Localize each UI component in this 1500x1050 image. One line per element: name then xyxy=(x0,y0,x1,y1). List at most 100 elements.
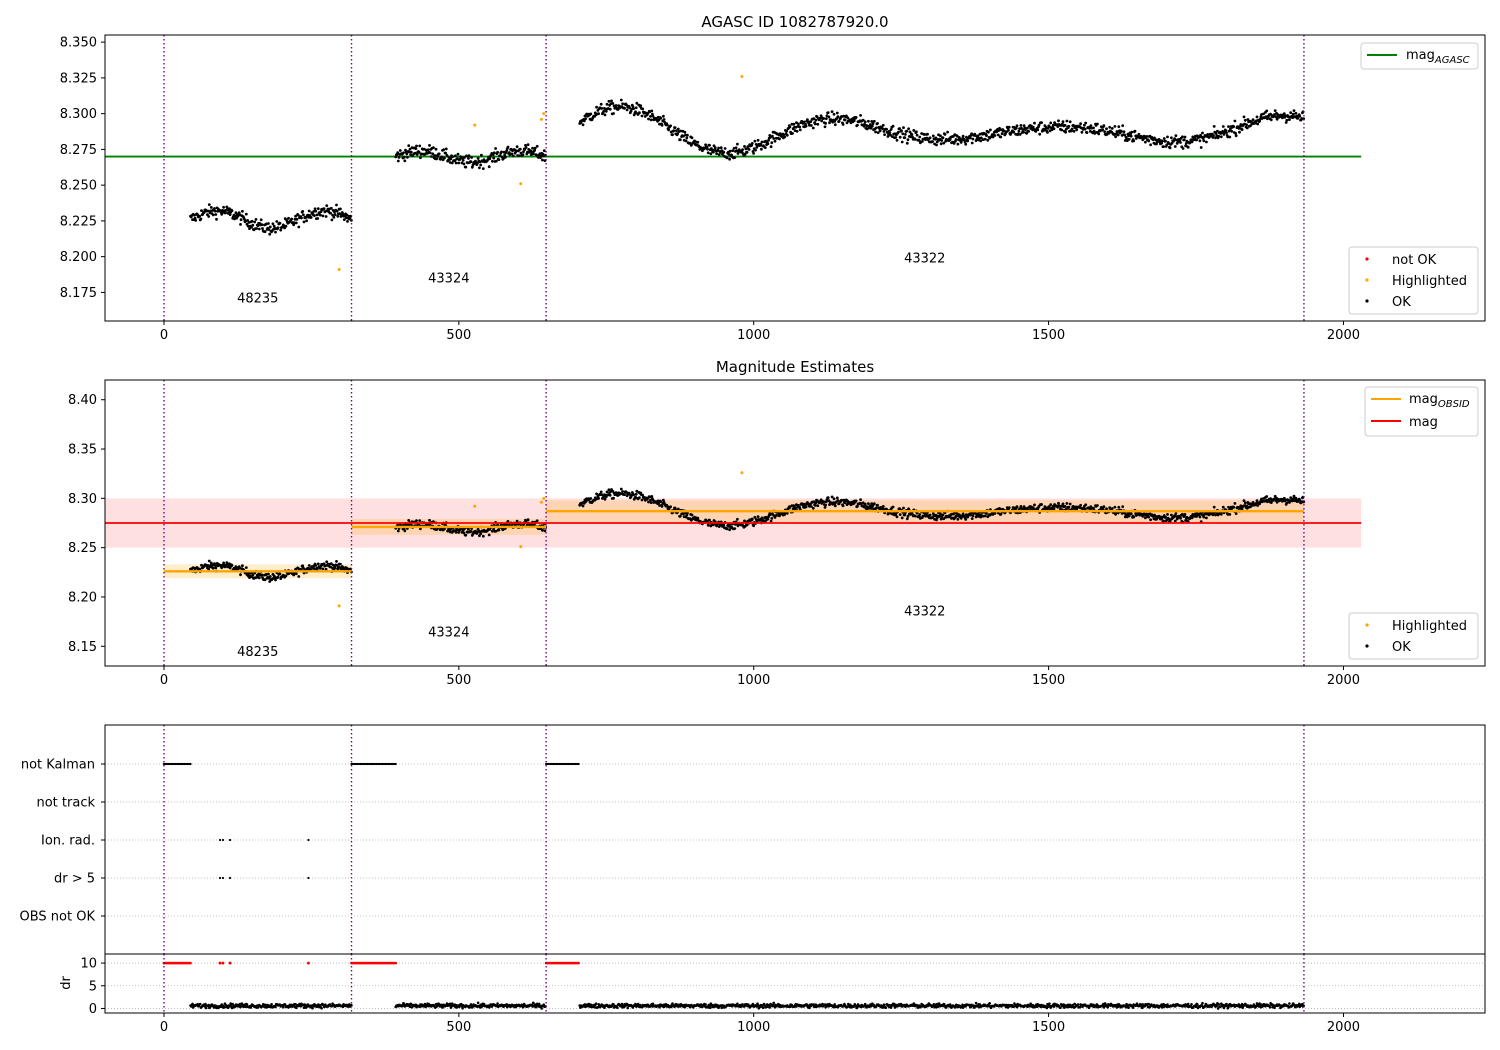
ok-point xyxy=(734,146,738,150)
ok-point xyxy=(836,499,840,502)
ok-point xyxy=(1288,118,1291,121)
ok-point xyxy=(300,216,303,220)
ok-point xyxy=(1000,132,1004,136)
ok-point xyxy=(612,496,615,500)
ok-point xyxy=(809,124,813,127)
ok-point xyxy=(792,122,796,126)
ok-point xyxy=(494,159,498,163)
legend-ok-label: OK xyxy=(1392,640,1411,655)
ok-point xyxy=(920,140,924,143)
ok-point xyxy=(766,517,770,521)
ok-point xyxy=(1246,118,1250,121)
x-tick-label: 0 xyxy=(160,673,168,688)
ok-point xyxy=(407,144,411,148)
ok-point xyxy=(824,122,827,125)
ok-point xyxy=(605,102,609,106)
ok-point xyxy=(1243,118,1247,122)
ok-point xyxy=(284,574,288,578)
ok-point xyxy=(292,221,296,225)
ok-point xyxy=(859,114,862,117)
ok-point xyxy=(1102,124,1106,128)
dr-point xyxy=(461,1007,464,1010)
ok-point xyxy=(444,151,448,155)
x-tick-label: 1500 xyxy=(1032,328,1065,343)
ok-point xyxy=(497,158,501,162)
ok-point xyxy=(1170,513,1173,517)
ok-point xyxy=(1185,139,1189,143)
ok-point xyxy=(1123,133,1127,137)
ok-point xyxy=(641,107,645,111)
dr-point xyxy=(936,1005,940,1008)
dr-point xyxy=(620,1002,624,1006)
ok-point xyxy=(1145,512,1149,516)
ok-point xyxy=(428,518,431,522)
dr-point xyxy=(244,1005,247,1009)
dr-point xyxy=(671,1002,674,1005)
ok-point xyxy=(989,128,992,132)
ok-point xyxy=(846,116,850,120)
ok-point xyxy=(836,115,840,119)
dr-point xyxy=(768,1006,772,1009)
ok-point xyxy=(712,150,715,154)
ok-point xyxy=(985,512,988,515)
ok-point xyxy=(723,147,727,150)
ok-point xyxy=(1079,122,1082,126)
ok-point xyxy=(913,514,917,518)
highlighted-point xyxy=(542,112,546,116)
ok-point xyxy=(1057,501,1060,505)
ok-point xyxy=(1164,515,1167,519)
ok-point xyxy=(211,566,215,570)
ok-point xyxy=(970,141,974,145)
ok-point xyxy=(685,136,689,140)
ok-point xyxy=(305,219,308,223)
ok-point xyxy=(906,138,910,142)
ok-point xyxy=(476,157,480,160)
ok-point xyxy=(476,161,479,165)
ok-point xyxy=(928,136,932,140)
ok-point xyxy=(581,123,585,127)
ok-point xyxy=(832,112,836,116)
ok-point xyxy=(213,207,216,210)
dr-point xyxy=(1071,1003,1075,1007)
ok-point xyxy=(1273,109,1277,112)
ok-point xyxy=(1132,139,1136,143)
ok-point xyxy=(442,148,446,152)
ok-point xyxy=(819,114,823,118)
ok-point xyxy=(660,123,664,127)
ok-point xyxy=(510,152,514,156)
ok-point xyxy=(854,499,858,503)
x-tick-label: 0 xyxy=(160,328,168,343)
ok-point xyxy=(1117,125,1121,129)
ok-point xyxy=(1162,137,1166,140)
ok-point xyxy=(640,498,644,502)
ok-point xyxy=(812,117,816,121)
ok-point xyxy=(1105,507,1108,511)
ok-point xyxy=(461,158,465,162)
ok-point xyxy=(297,575,301,578)
ok-point xyxy=(494,147,497,150)
ok-point xyxy=(649,118,653,122)
panel-2-frame xyxy=(104,379,1486,667)
ok-point xyxy=(1166,135,1169,139)
ok-point xyxy=(1251,501,1255,504)
ok-point xyxy=(766,142,770,146)
ok-point xyxy=(863,502,867,506)
ok-point xyxy=(824,503,827,507)
ok-point xyxy=(900,140,904,144)
ok-point xyxy=(322,207,326,211)
ok-point xyxy=(1007,506,1011,510)
ok-point xyxy=(419,156,422,160)
ok-point xyxy=(263,578,267,582)
y-tick-label: 8.175 xyxy=(60,286,97,301)
ok-point xyxy=(396,159,400,163)
ok-point xyxy=(650,109,654,113)
ok-point xyxy=(230,209,234,213)
ok-point xyxy=(1285,501,1289,505)
dr-point xyxy=(1031,1004,1035,1007)
dr-point xyxy=(226,1006,230,1010)
ok-point xyxy=(885,507,888,511)
dr-point xyxy=(1131,1006,1135,1009)
legend-highlighted-marker xyxy=(1365,623,1369,627)
ok-point xyxy=(745,523,749,527)
